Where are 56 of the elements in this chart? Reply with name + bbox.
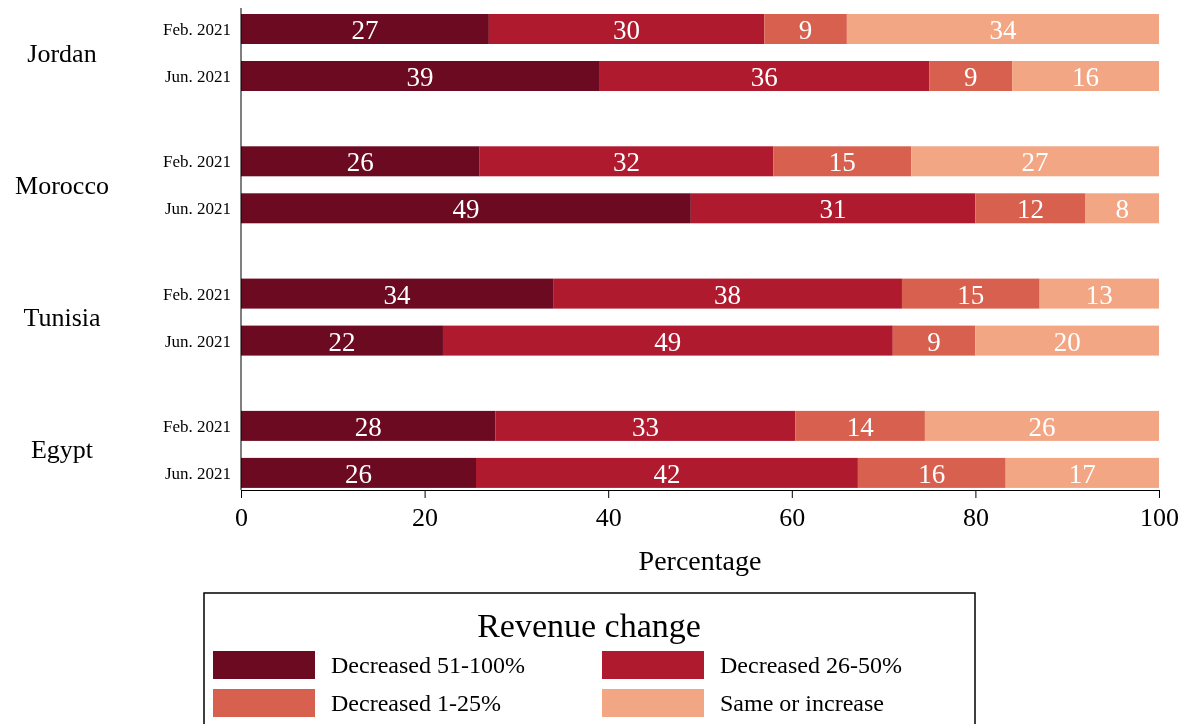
data-label: 9 bbox=[964, 62, 978, 92]
data-label: 34 bbox=[989, 15, 1017, 45]
data-label: 28 bbox=[354, 411, 382, 442]
data-label: 49 bbox=[654, 326, 682, 357]
text: Tunisia bbox=[23, 303, 101, 333]
data-label: 38 bbox=[714, 279, 742, 310]
x-tick-label: 80 bbox=[962, 502, 989, 532]
data-label: 16 bbox=[918, 458, 946, 489]
text: Jordan bbox=[27, 38, 97, 68]
text: Egypt bbox=[30, 435, 94, 465]
data-label: 33 bbox=[631, 411, 659, 442]
x-tick-label: 0 bbox=[235, 502, 248, 532]
data-label: 26 bbox=[346, 147, 374, 178]
data-label: 22 bbox=[328, 326, 356, 357]
data-label: 17 bbox=[1068, 458, 1096, 489]
data-label: 9 bbox=[927, 326, 941, 357]
data-label: 49 bbox=[452, 194, 480, 225]
x-tick-label: 20 bbox=[412, 502, 439, 532]
data-label: 15 bbox=[957, 279, 985, 310]
data-label: 36 bbox=[750, 62, 778, 92]
legend-label: Same or increase bbox=[720, 690, 884, 716]
legend-title: Revenue change bbox=[477, 607, 701, 644]
x-axis-title: Percentage bbox=[638, 545, 762, 576]
y-tick-label: Feb. 2021 bbox=[163, 152, 231, 172]
data-label: 26 bbox=[345, 458, 372, 489]
y-tick-label: Jun. 2021 bbox=[164, 463, 231, 483]
data-label: 8 bbox=[1115, 194, 1130, 225]
data-label: 27 bbox=[1021, 147, 1049, 178]
data-label: 15 bbox=[828, 147, 856, 178]
data-label: 13 bbox=[1085, 279, 1113, 310]
x-tick-label: 40 bbox=[595, 502, 622, 532]
data-label: 39 bbox=[406, 62, 434, 92]
legend-label: Decreased 1-25% bbox=[331, 690, 501, 716]
data-label: 14 bbox=[846, 411, 875, 442]
y-tick-label: Feb. 2021 bbox=[163, 416, 231, 436]
y-tick-label: Feb. 2021 bbox=[163, 284, 231, 304]
data-label: 42 bbox=[653, 458, 681, 489]
data-label: 20 bbox=[1053, 326, 1081, 357]
data-label: 16 bbox=[1072, 62, 1100, 92]
data-label: 27 bbox=[351, 15, 379, 45]
text: Morocco bbox=[15, 170, 109, 200]
data-label: 32 bbox=[613, 147, 641, 178]
y-tick-label: Feb. 2021 bbox=[163, 20, 231, 39]
data-label: 30 bbox=[613, 15, 641, 45]
x-tick-label: 60 bbox=[779, 502, 806, 532]
data-label: 34 bbox=[383, 279, 412, 310]
y-tick-label: Jun. 2021 bbox=[164, 67, 231, 86]
x-tick-label: 100 bbox=[1140, 502, 1179, 532]
data-label: 9 bbox=[798, 15, 813, 45]
legend-label: Decreased 26-50% bbox=[720, 652, 902, 678]
legend-label: Decreased 51-100% bbox=[331, 652, 525, 678]
data-label: 31 bbox=[819, 194, 847, 225]
data-label: 26 bbox=[1028, 411, 1056, 442]
data-label: 12 bbox=[1016, 194, 1044, 225]
y-tick-label: Jun. 2021 bbox=[164, 199, 231, 219]
y-tick-label: Jun. 2021 bbox=[164, 331, 231, 351]
